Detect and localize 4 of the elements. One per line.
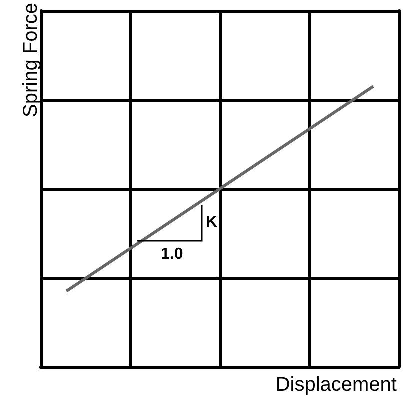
y-axis-title: Spring Force: [20, 3, 42, 118]
annotation: 1.0: [161, 246, 184, 264]
annotation: K: [206, 214, 218, 232]
x-axis-title: Displacement: [276, 374, 398, 396]
